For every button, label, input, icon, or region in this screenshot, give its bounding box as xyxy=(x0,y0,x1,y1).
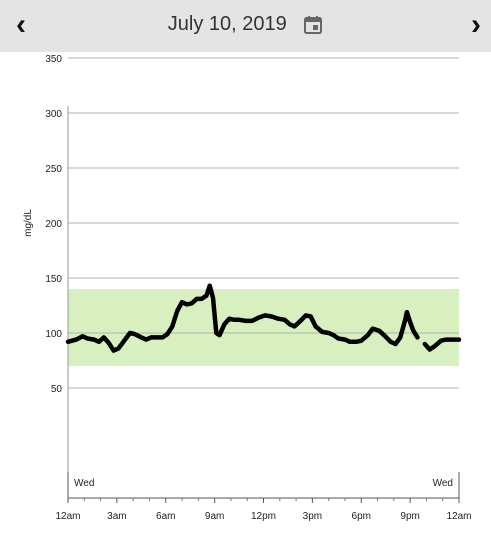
x-tick-label: 9pm xyxy=(400,511,419,522)
date-title-group: July 10, 2019 xyxy=(0,13,491,36)
x-tick-label: 12pm xyxy=(251,511,276,522)
y-tick-label: 350 xyxy=(45,54,62,65)
glucose-line-segment xyxy=(422,337,462,352)
y-axis-label: mg/dL xyxy=(23,209,34,237)
x-tick-label: 6am xyxy=(156,511,175,522)
glucose-chart: 50 100 150 200 250 300 350 mg/dL 12am 3am 6am 9am 12… xyxy=(23,54,472,522)
x-tick-label: 12am xyxy=(446,511,471,522)
x-tick-label: 3pm xyxy=(303,511,322,522)
y-tick-label: 200 xyxy=(45,219,62,230)
chevron-left-icon[interactable]: ‹ xyxy=(16,8,26,41)
date-header: ‹ July 10, 2019 › xyxy=(0,0,491,52)
target-range-band xyxy=(68,289,459,366)
date-title: July 10, 2019 xyxy=(167,13,287,35)
y-tick-label: 250 xyxy=(45,164,62,175)
x-tick-label: 9am xyxy=(205,511,224,522)
y-tick-label: 300 xyxy=(45,109,62,120)
day-label-start: Wed xyxy=(74,478,94,489)
x-tick-label: 3am xyxy=(107,511,126,522)
day-label-end: Wed xyxy=(433,478,453,489)
y-tick-label: 150 xyxy=(45,274,62,285)
y-tick-label: 100 xyxy=(45,329,62,340)
x-tick-label: 12am xyxy=(55,511,80,522)
chevron-right-icon[interactable]: › xyxy=(471,8,481,41)
calendar-icon[interactable] xyxy=(303,15,323,35)
x-tick-label: 6pm xyxy=(352,511,371,522)
glucose-line-segment xyxy=(65,283,420,353)
y-tick-label: 50 xyxy=(51,384,63,395)
